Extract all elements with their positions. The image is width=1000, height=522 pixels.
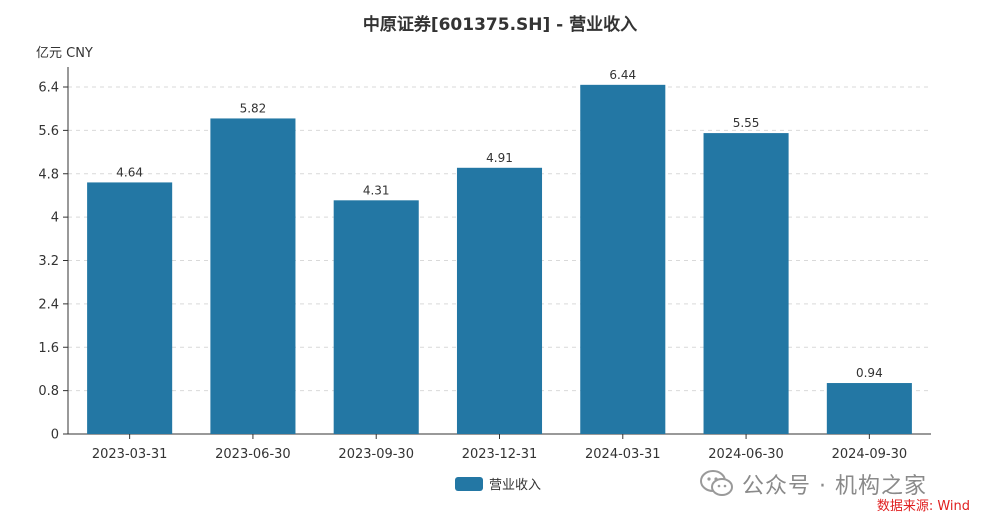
wechat-icon [700, 470, 733, 496]
y-tick-label: 0.8 [38, 384, 59, 399]
x-tick-label: 2024-09-30 [832, 447, 908, 462]
x-tick-label: 2023-06-30 [215, 447, 291, 462]
x-tick-label: 2024-03-31 [585, 447, 661, 462]
data-source-label: 数据来源: Wind [876, 499, 970, 514]
chart-title: 中原证券[601375.SH] - 营业收入 [362, 15, 638, 35]
y-tick-label: 2.4 [38, 297, 59, 312]
bar [826, 383, 912, 434]
watermark: 公众号 · 机构之家 [700, 468, 927, 500]
bar-data-label: 5.55 [733, 116, 760, 130]
watermark-text: 公众号 · 机构之家 [742, 474, 927, 499]
x-tick-label: 2023-09-30 [338, 447, 414, 462]
y-tick-label: 4 [51, 211, 59, 226]
bar-data-label: 6.44 [609, 68, 636, 82]
bar [703, 133, 789, 434]
legend-label: 营业收入 [489, 478, 541, 493]
y-tick-label: 0 [51, 428, 59, 443]
bar [580, 84, 666, 435]
x-tick-label: 2023-12-31 [462, 447, 538, 462]
x-tick-label: 2023-03-31 [92, 447, 168, 462]
bar-data-label: 4.31 [363, 183, 390, 197]
bar [210, 118, 296, 435]
y-tick-label: 3.2 [38, 254, 59, 269]
bar-data-label: 4.64 [116, 165, 143, 179]
y-tick-label: 6.4 [38, 81, 59, 96]
x-tick-label: 2024-06-30 [708, 447, 784, 462]
legend-swatch [455, 477, 483, 491]
y-tick-label: 5.6 [38, 124, 59, 139]
bar-data-label: 4.91 [486, 151, 513, 165]
y-axis-unit-label: 亿元 CNY [36, 46, 93, 61]
y-tick-label: 4.8 [38, 167, 59, 182]
y-tick-label: 1.6 [38, 341, 59, 356]
bar-data-label: 5.82 [240, 101, 267, 115]
bar-data-label: 0.94 [856, 366, 883, 380]
bar [456, 167, 543, 434]
bar [87, 182, 173, 434]
bar [333, 200, 419, 434]
